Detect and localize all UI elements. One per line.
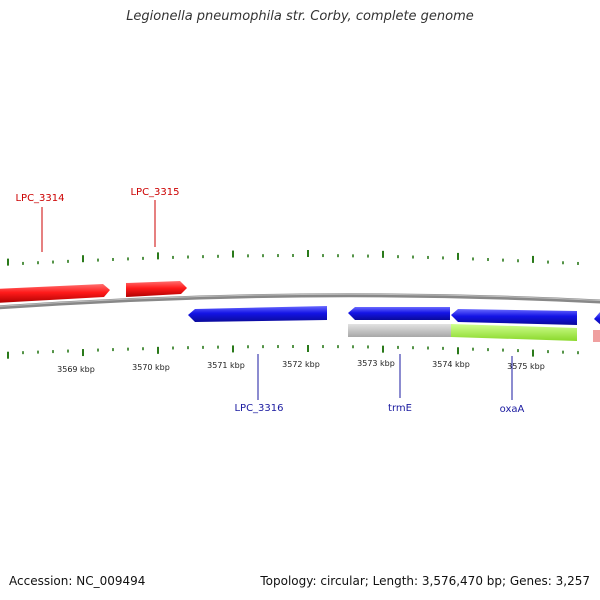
gene-arrow-partial[interactable] [594, 312, 600, 326]
ruler-label-3574: 3574 kbp [432, 360, 470, 369]
gene-arrow-oxaa[interactable] [451, 309, 577, 325]
genome-backbone-highlight [0, 293, 600, 307]
ruler-label-3575: 3575 kbp [507, 362, 545, 371]
gene-arrow-lpc3315[interactable] [126, 281, 187, 297]
genome-backbone [0, 293, 600, 310]
feature-bar-pink[interactable] [593, 330, 600, 342]
gene-label-lpc3316: LPC_3316 [234, 403, 283, 414]
genome-summary-text: Topology: circular; Length: 3,576,470 bp… [260, 574, 590, 588]
gene-label-lpc3315: LPC_3315 [130, 187, 179, 198]
gene-arrow-lpc3314[interactable] [0, 284, 110, 303]
gene-arrow-trme[interactable] [348, 307, 450, 320]
gene-arrow-lpc3316[interactable] [188, 306, 327, 322]
feature-bar-gray[interactable] [348, 324, 451, 337]
map-title: Legionella pneumophila str. Corby, compl… [126, 9, 474, 24]
gene-label-oxaa: oxaA [500, 404, 525, 415]
ruler-label-3573: 3573 kbp [357, 359, 395, 368]
ruler-label-3571: 3571 kbp [207, 361, 245, 370]
accession-text: Accession: NC_009494 [9, 574, 146, 588]
gene-label-lpc3314: LPC_3314 [15, 193, 64, 204]
ruler-ticks-inner [7, 345, 579, 359]
feature-bar-green[interactable] [451, 324, 577, 341]
ruler-label-3572: 3572 kbp [282, 360, 320, 369]
ruler-label-3570: 3570 kbp [132, 363, 170, 372]
ruler-label-3569: 3569 kbp [57, 365, 95, 374]
ruler-ticks-outer [7, 250, 579, 266]
gene-label-trme: trmE [388, 403, 412, 414]
